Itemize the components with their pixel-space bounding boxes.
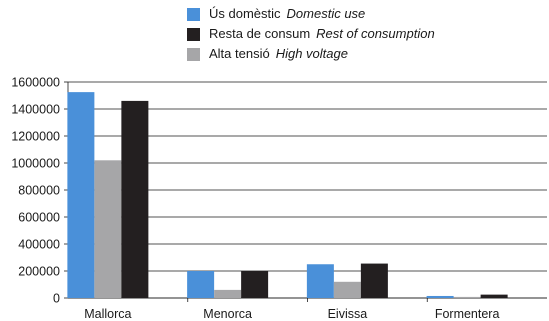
bar xyxy=(360,263,388,298)
x-tick-label: Menorca xyxy=(203,307,252,321)
y-tick-label: 600000 xyxy=(18,211,60,225)
y-tick-label: 1600000 xyxy=(11,76,60,90)
y-tick-label: 1400000 xyxy=(11,103,60,117)
bar xyxy=(333,281,361,298)
y-tick-label: 200000 xyxy=(18,265,60,279)
bar xyxy=(214,289,242,298)
y-tick-label: 400000 xyxy=(18,238,60,252)
bar xyxy=(480,294,508,298)
legend-label: Resta de consum xyxy=(209,26,311,41)
bar xyxy=(94,160,122,298)
y-tick-label: 1200000 xyxy=(11,130,60,144)
y-tick-label: 0 xyxy=(53,292,60,306)
legend-item: Alta tensió High voltage xyxy=(187,44,435,64)
legend-label: Ús domèstic xyxy=(209,6,281,21)
y-tick-label: 1000000 xyxy=(11,157,60,171)
legend-label-translation: High voltage xyxy=(275,46,348,61)
legend-label: Alta tensió xyxy=(209,46,270,61)
legend-item: Ús domèstic Domestic use xyxy=(187,4,435,24)
bar xyxy=(426,295,454,298)
bar xyxy=(306,264,334,298)
legend-swatch xyxy=(187,7,200,21)
bar xyxy=(187,271,215,298)
bar xyxy=(453,296,481,298)
legend-swatch xyxy=(187,47,200,61)
legend: Ús domèstic Domestic use Resta de consum Re… xyxy=(187,4,435,64)
y-tick-label: 800000 xyxy=(18,184,60,198)
bar xyxy=(67,92,95,298)
bar xyxy=(121,100,149,299)
legend-label-translation: Rest of consumption xyxy=(316,26,435,41)
x-tick-label: Formentera xyxy=(435,307,500,321)
legend-swatch xyxy=(187,27,200,41)
legend-item: Resta de consum Rest of consumption xyxy=(187,24,435,44)
x-tick-label: Eivissa xyxy=(328,307,368,321)
x-tick-label: Mallorca xyxy=(84,307,131,321)
legend-label-translation: Domestic use xyxy=(286,6,366,21)
bar xyxy=(241,271,269,298)
